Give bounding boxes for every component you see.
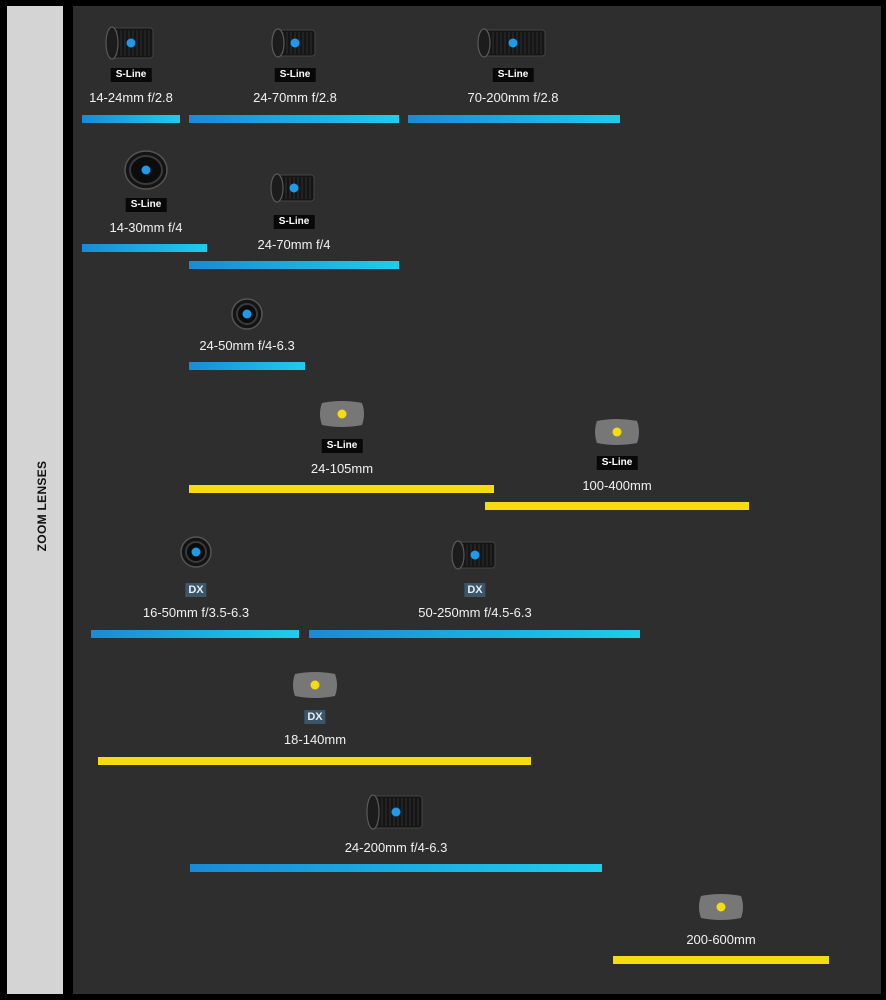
upcoming-lens-icon: [698, 892, 744, 922]
s-line-badge: S-Line: [596, 456, 638, 470]
lens-name: 14-24mm f/2.8: [89, 90, 173, 105]
z-lens-icon: [477, 28, 549, 58]
lens-name: 50-250mm f/4.5-6.3: [418, 605, 532, 620]
z-lens-icon: [180, 536, 212, 568]
sidebar-label: ZOOM LENSES: [35, 460, 49, 552]
focal-range-bar: [189, 485, 494, 493]
focal-range-bar: [189, 362, 305, 370]
lens-name: 18-140mm: [283, 732, 347, 747]
focal-range-bar: [613, 956, 829, 964]
focal-range-bar: [98, 757, 531, 765]
focal-range-bar: [189, 261, 399, 269]
focal-range-bar: [82, 115, 180, 123]
dx-badge: DX: [185, 583, 207, 597]
z-lens-icon: [270, 173, 318, 203]
upcoming-lens-icon: [319, 399, 365, 429]
focal-range-bar: [309, 630, 640, 638]
lens-name: 24-200mm f/4-6.3: [344, 840, 448, 855]
z-lens-icon: [105, 26, 157, 60]
lens-roadmap-panel: [73, 6, 881, 994]
lens-name: 24-70mm f/4: [257, 237, 331, 252]
lens-name: 14-30mm f/4: [109, 220, 183, 235]
z-lens-icon: [366, 794, 426, 830]
z-lens-icon: [271, 28, 319, 58]
upcoming-lens-icon: [594, 417, 640, 447]
lens-name: 16-50mm f/3.5-6.3: [142, 605, 250, 620]
lens-name: 100-400mm: [582, 478, 652, 493]
focal-range-bar: [485, 502, 749, 510]
lens-name: 24-70mm f/2.8: [253, 90, 337, 105]
s-line-badge: S-Line: [110, 68, 152, 82]
lens-name: 70-200mm f/2.8: [467, 90, 559, 105]
s-line-badge: S-Line: [321, 439, 363, 453]
sidebar: ZOOM LENSES: [7, 6, 63, 994]
focal-range-bar: [91, 630, 299, 638]
s-line-badge: S-Line: [125, 198, 167, 212]
focal-range-bar: [408, 115, 620, 123]
dx-badge: DX: [464, 583, 486, 597]
z-lens-icon: [231, 298, 263, 330]
s-line-badge: S-Line: [274, 68, 316, 82]
z-lens-icon: [124, 150, 168, 190]
dx-badge: DX: [304, 710, 326, 724]
upcoming-lens-icon: [292, 670, 338, 700]
z-lens-icon: [451, 540, 499, 570]
s-line-badge: S-Line: [492, 68, 534, 82]
focal-range-bar: [190, 864, 602, 872]
focal-range-bar: [82, 244, 207, 252]
focal-range-bar: [189, 115, 399, 123]
lens-name: 24-105mm: [310, 461, 374, 476]
lens-name: 24-50mm f/4-6.3: [199, 338, 295, 353]
s-line-badge: S-Line: [273, 215, 315, 229]
lens-name: 200-600mm: [686, 932, 756, 947]
